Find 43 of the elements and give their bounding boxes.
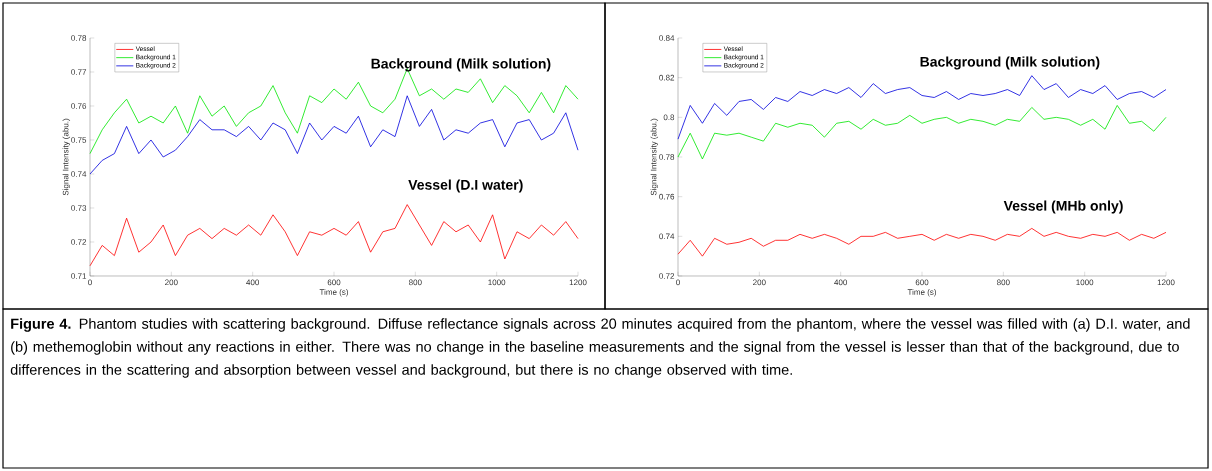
x-tick-label: 800 [997,279,1010,286]
y-tick-label: 0.72 [659,273,675,279]
line-series [89,95,579,175]
y-tick-label: 0.74 [659,233,675,240]
annotation: Vessel (D.I water) [408,179,523,193]
x-tick-label: 200 [753,279,766,286]
y-axis-title: Signal Intensity (abu.) [62,118,71,196]
x-tick-label: 400 [834,279,848,286]
y-tick-label: 0.78 [659,154,675,160]
line-series [677,228,1167,257]
x-tick-label: 200 [165,279,178,286]
y-tick-label: 0.8 [663,114,675,121]
x-tick-label: 0 [88,279,92,286]
y-tick-label: 0.71 [71,273,87,279]
y-tick-label: 0.82 [659,74,675,81]
annotation: Background (Milk solution) [371,58,551,72]
x-tick-label: 800 [409,279,422,286]
line-series [89,204,579,267]
line-series [677,105,1167,160]
x-axis-title: Time (s) [907,289,937,297]
text: Figure 4. Phantom studies with scattering background. Diffuse reflectance signals across 20 minutes acquired from the phantom, where the vessel was filled with (a) D.I. water, and (b) methemoglobin without any reactions in either. There was no change in the baseline measurements and the signal from the vessel is lesser than that of the background, due to differences in the scattering and absorption between vessel and background, but there is no change observed with time. [10,318,1190,378]
x-tick-label: 1000 [488,279,506,286]
x-tick-label: 400 [246,279,260,286]
y-tick-label: 0.74 [71,171,87,177]
x-tick-label: 1200 [569,279,587,286]
y-tick-label: 0.73 [71,205,87,211]
y-tick-label: 0.78 [71,35,87,41]
x-tick-label: 600 [327,279,341,286]
y-tick-label: 0.76 [659,193,675,200]
x-tick-label: 0 [676,279,680,286]
y-tick-label: 0.77 [71,69,87,75]
line-series [677,75,1167,140]
x-axis-title: Time (s) [319,289,349,297]
y-axis-title: Signal Intensity (abu.) [650,118,659,196]
y-tick-label: 0.84 [659,35,675,41]
annotation: Background (Milk solution) [920,56,1100,70]
y-tick-label: 0.72 [71,239,87,245]
x-tick-label: 600 [915,279,929,286]
x-tick-label: 1000 [1076,279,1094,286]
x-tick-label: 1200 [1157,279,1175,286]
annotation: Vessel (MHb only) [1003,200,1123,214]
y-tick-label: 0.76 [71,103,87,109]
y-tick-label: 0.75 [71,137,87,143]
